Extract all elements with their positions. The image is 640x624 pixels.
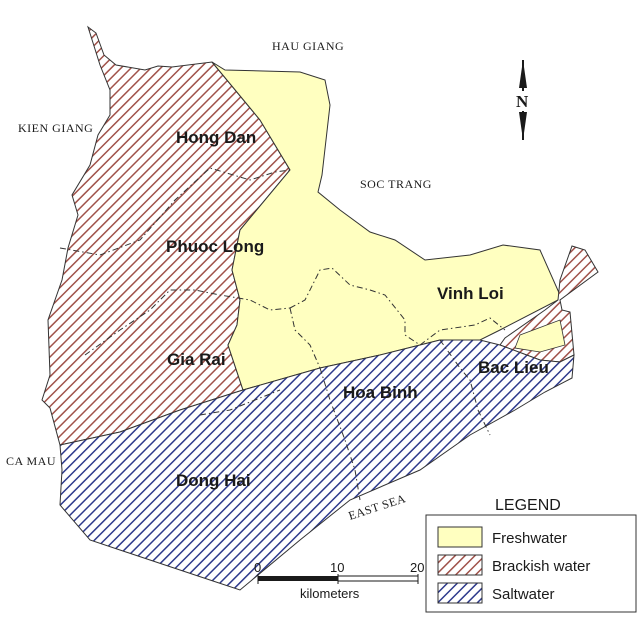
legend-label-saltwater: Saltwater: [492, 586, 555, 603]
legend-label-freshwater: Freshwater: [492, 530, 567, 547]
region-label-soc-trang: SOC TRANG: [360, 177, 432, 191]
district-label-hoa-binh: Hoa Binh: [343, 383, 418, 402]
district-label-gia-rai: Gia Rai: [167, 350, 226, 369]
legend-swatch-freshwater: [437, 526, 483, 548]
region-label-kien-giang: KIEN GIANG: [18, 121, 93, 135]
district-label-hong-dan: Hong Dan: [176, 128, 256, 147]
saltwater-zone: [59, 339, 575, 591]
legend: LEGEND Freshwater Brackish water Saltwat…: [425, 497, 637, 613]
north-arrow-icon: N: [512, 60, 534, 140]
scale-bar: 0 10 20 kilometers: [254, 560, 424, 601]
district-label-vinh-loi: Vinh Loi: [437, 284, 504, 303]
district-label-phuoc-long: Phuoc Long: [166, 237, 264, 256]
district-label-bac-lieu: Bac Lieu: [478, 358, 549, 377]
legend-swatch-brackish: [437, 554, 483, 576]
region-label-hau-giang: HAU GIANG: [272, 39, 344, 53]
district-label-dong-hai: Dong Hai: [176, 471, 251, 490]
scale-tick-10: 10: [330, 560, 344, 575]
region-label-ca-mau: CA MAU: [6, 454, 56, 468]
scale-tick-0: 0: [254, 560, 261, 575]
north-label: N: [516, 92, 529, 111]
district-boundaries: [59, 167, 506, 501]
scale-unit: kilometers: [300, 586, 360, 601]
legend-title: LEGEND: [495, 497, 561, 514]
legend-swatch-saltwater: [437, 582, 483, 604]
scale-tick-20: 20: [410, 560, 424, 575]
legend-label-brackish: Brackish water: [492, 558, 590, 575]
freshwater-sliver-bac-lieu: [514, 319, 566, 353]
